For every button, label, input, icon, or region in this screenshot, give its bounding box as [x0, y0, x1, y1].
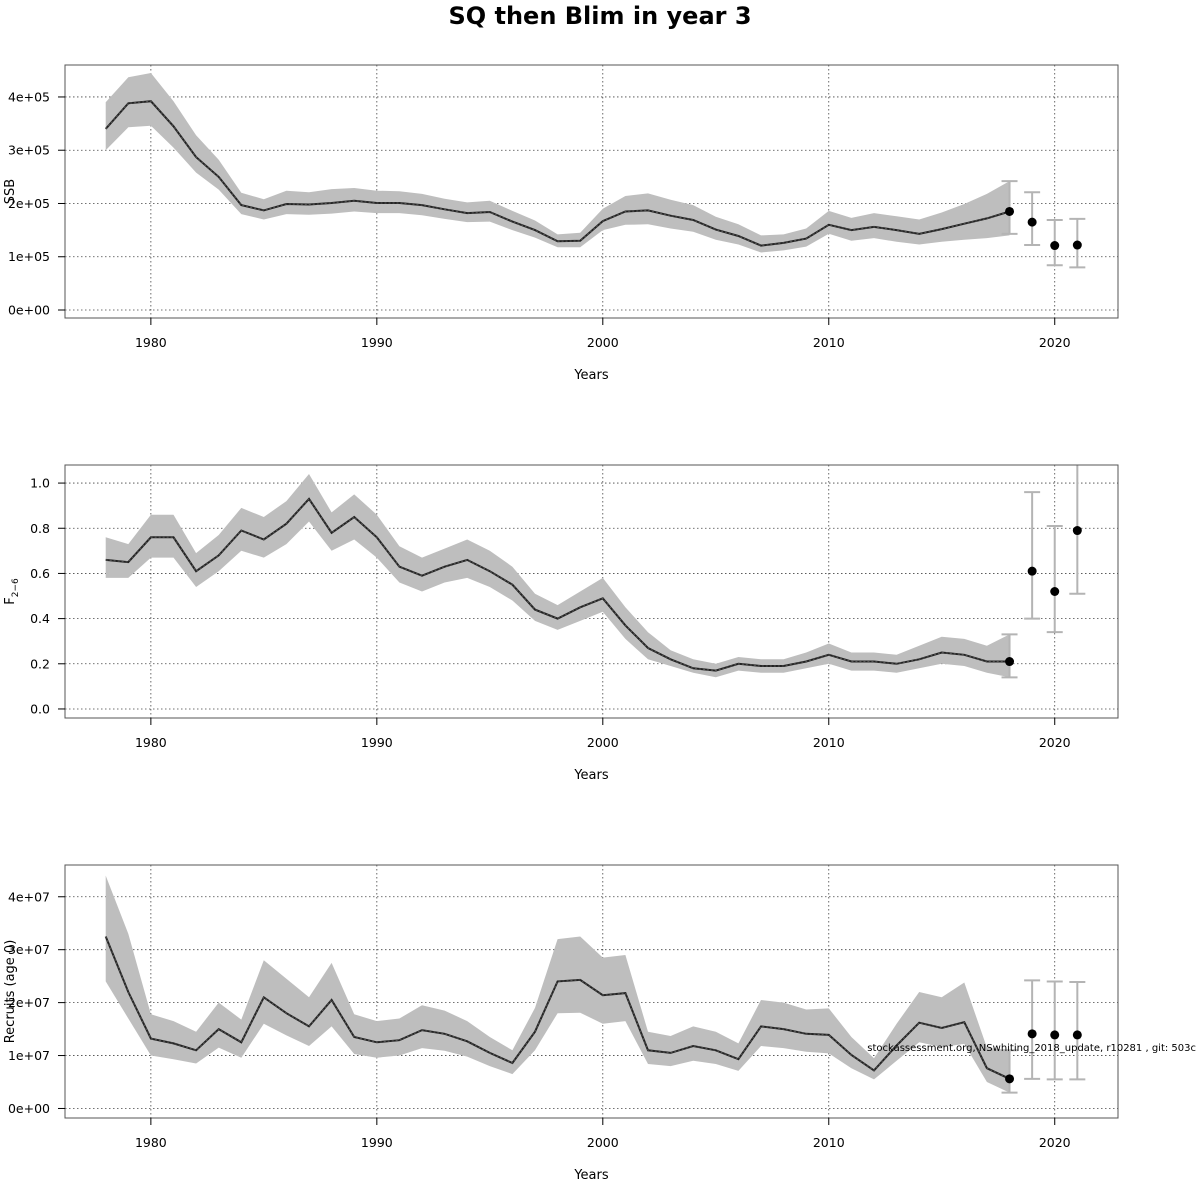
y-tick-label: 1.0	[30, 476, 50, 491]
x-axis-label: Years	[573, 368, 609, 383]
forecast-point	[1050, 241, 1060, 251]
y-tick-label: 0.0	[30, 701, 50, 716]
y-tick-label: 3e+05	[8, 143, 50, 158]
y-tick-label: 4e+07	[8, 889, 50, 904]
data-layer	[104, 875, 1010, 1093]
x-tick-label: 1990	[361, 335, 393, 350]
y-tick-label: 0.4	[30, 611, 50, 626]
y-tick-label: 1e+07	[8, 1048, 50, 1063]
x-tick-label: 2000	[587, 1135, 619, 1150]
confidence-band	[105, 474, 1010, 678]
confidence-band	[105, 875, 1010, 1093]
x-axis-label: Years	[573, 1168, 609, 1183]
forecast-point	[1072, 1030, 1082, 1040]
y-axis-label: Recruits (age 0)	[3, 940, 18, 1044]
y-tick-label: 0.8	[30, 521, 50, 536]
data-layer	[105, 474, 1010, 678]
x-tick-label: 2010	[813, 735, 845, 750]
x-tick-label: 1980	[135, 335, 167, 350]
y-tick-label: 0.6	[30, 566, 50, 581]
data-layer	[104, 73, 1010, 253]
forecast-point	[1027, 566, 1037, 576]
forecast-point	[1050, 1030, 1060, 1040]
panel-2: 1980 1990 2000 2010 2020 0.0 0.2 0.4 0.6 0.8 1.0 Ye…	[3, 464, 1119, 783]
plot-frame	[64, 464, 1119, 719]
x-tick-label: 2020	[1039, 1135, 1071, 1150]
x-tick-label: 2020	[1039, 335, 1071, 350]
y-tick-label: 2e+07	[8, 995, 50, 1010]
forecast-point	[1027, 217, 1037, 227]
panel-3: 1980 1990 2000 2010 2020 0e+00 1e+07 2e+07 3e+07…	[3, 864, 1119, 1183]
footnote: stockassessment.org, NSwhiting_2018_upda…	[867, 1043, 1196, 1054]
forecast-point	[1050, 587, 1060, 596]
y-tick-label: 4e+05	[8, 89, 50, 104]
y-tick-label: 3e+07	[8, 942, 50, 957]
y-axis-label: F2−6	[3, 578, 21, 605]
confidence-band	[105, 73, 1010, 253]
x-tick-label: 2010	[813, 335, 845, 350]
y-tick-label: 1e+05	[8, 249, 50, 264]
forecast-point	[1072, 240, 1082, 250]
x-tick-label: 1980	[135, 735, 167, 750]
forecast-point	[1005, 1074, 1015, 1084]
x-tick-label: 2020	[1039, 735, 1071, 750]
x-axis-label: Years	[573, 768, 609, 783]
x-tick-label: 1990	[361, 735, 393, 750]
y-tick-label: 2e+05	[8, 196, 50, 211]
forecast-point	[1027, 1029, 1037, 1039]
forecast-point	[1072, 526, 1082, 536]
y-axis-label-subscript: 2−6	[11, 578, 21, 597]
plot-frame	[64, 864, 1119, 1119]
estimate-line-dash	[105, 100, 1010, 247]
y-tick-label: 0e+00	[8, 1101, 50, 1116]
y-axis-label: SSB	[3, 179, 18, 204]
x-tick-label: 2000	[587, 335, 619, 350]
x-tick-label: 2010	[813, 1135, 845, 1150]
panel-1: 1980 1990 2000 2010 2020 0e+00 1e+05 2e+05 3e+05…	[3, 64, 1119, 383]
forecast-point	[1005, 657, 1015, 667]
y-tick-label: 0.2	[30, 656, 50, 671]
y-tick-label: 0e+00	[8, 303, 50, 318]
chart-title: SQ then Blim in year 3	[448, 2, 751, 30]
x-tick-label: 1990	[361, 1135, 393, 1150]
estimate-line-dash	[105, 498, 1010, 672]
plot-frame	[64, 64, 1119, 319]
forecast-point	[1005, 206, 1015, 216]
estimate-line-dash	[105, 936, 1010, 1080]
panels: 1980 1990 2000 2010 2020 0e+00 1e+05 2e+05 3e+05…	[3, 64, 1196, 1183]
x-tick-label: 1980	[135, 1135, 167, 1150]
x-tick-label: 2000	[587, 735, 619, 750]
